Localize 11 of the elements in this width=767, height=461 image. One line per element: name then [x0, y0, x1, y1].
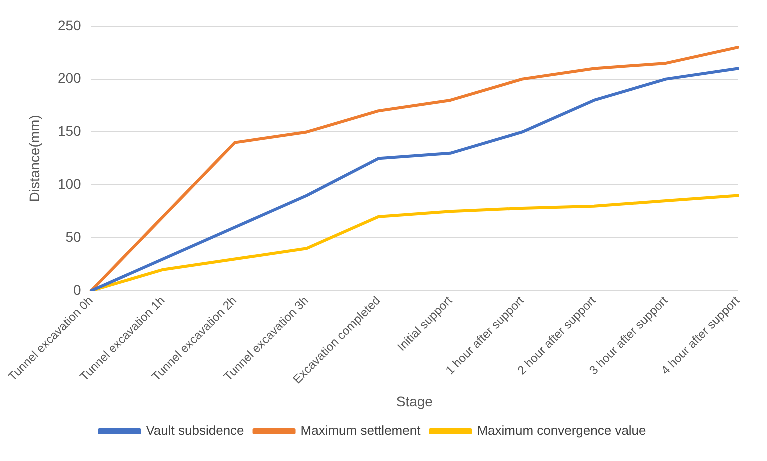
legend-label: Maximum settlement — [300, 423, 422, 438]
legend-label: Maximum convergence value — [477, 423, 646, 438]
y-tick-label: 100 — [58, 176, 82, 192]
x-axis-title: Stage — [396, 393, 434, 410]
legend-label: Vault subsidence — [146, 423, 244, 438]
y-tick-label: 250 — [58, 17, 82, 34]
y-tick-label: 200 — [58, 70, 82, 86]
y-axis-title: Distance(mm) — [26, 115, 42, 202]
y-tick-label: 0 — [74, 282, 82, 298]
y-tick-label: 150 — [58, 123, 82, 140]
y-tick-label: 50 — [66, 228, 82, 245]
